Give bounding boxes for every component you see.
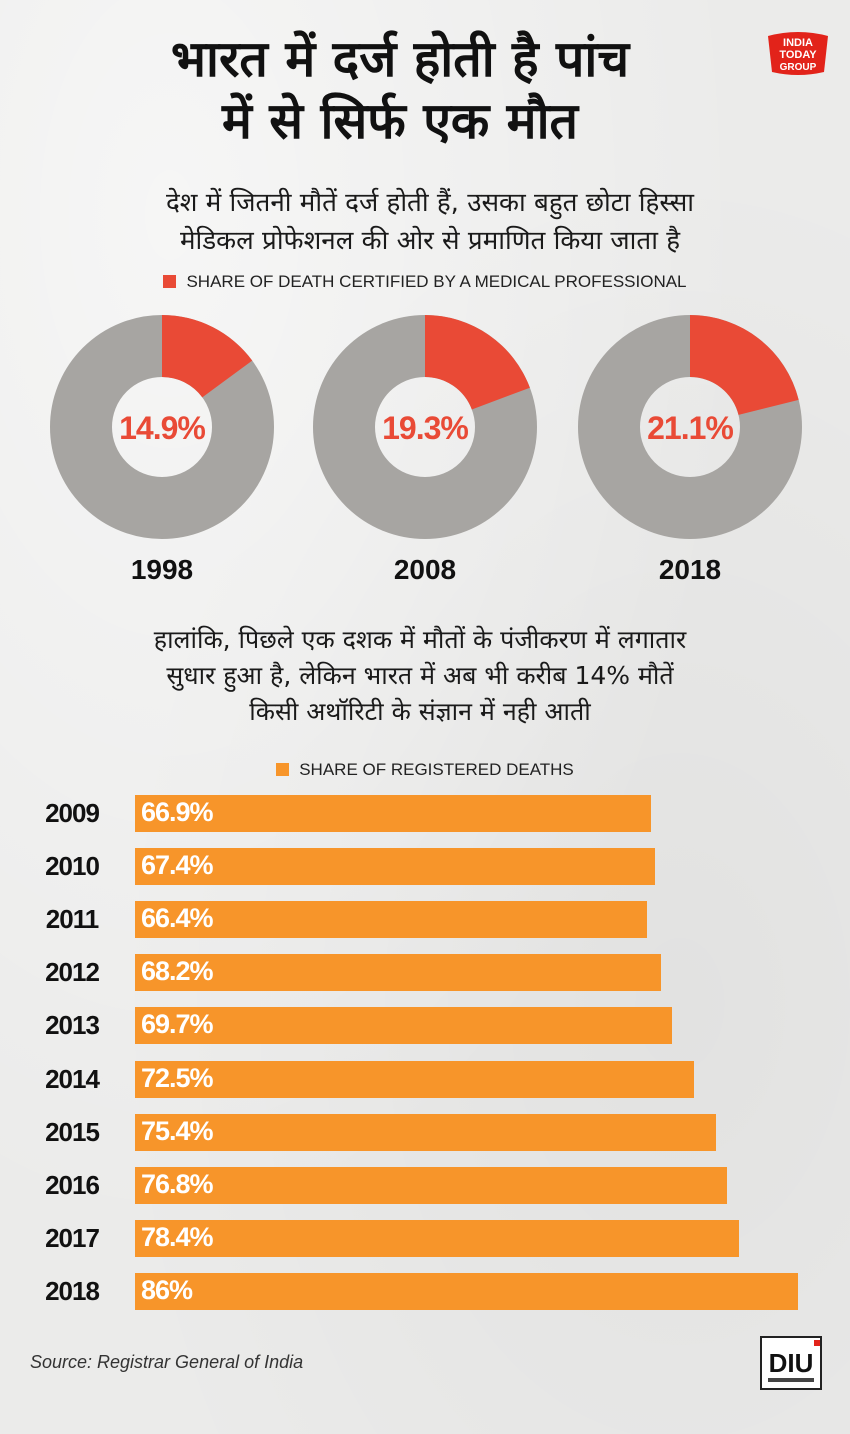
bar-value-label-2017: 78.4%: [141, 1221, 214, 1252]
bar-value-label-2010: 67.4%: [141, 850, 214, 881]
bar-year-label-2018: 2018: [45, 1275, 100, 1306]
subtitle-line-1: देश में जितनी मौतें दर्ज होती हैं, उसका …: [165, 188, 695, 218]
donut-year-label-2008: 2008: [393, 554, 457, 585]
bar-year-label-2011: 2011: [45, 904, 99, 935]
bar-year-label-2013: 2013: [45, 1010, 100, 1041]
donut-legend-swatch: [163, 275, 177, 288]
india-today-logo: INDIA TODAY GROUP: [768, 32, 828, 75]
bar-value-label-2014: 72.5%: [141, 1062, 214, 1093]
bar-legend-label: SHARE OF REGISTERED DEATHS: [299, 760, 574, 779]
bar-year-label-2010: 2010: [45, 851, 100, 882]
mid-text-line-1: हालांकि, पिछले एक दशक में मौतों के पंजीक…: [153, 625, 687, 654]
bar-value-label-2009: 66.9%: [141, 797, 214, 827]
diu-logo-text: DIU: [769, 1348, 814, 1378]
bar-2011: [135, 901, 647, 939]
bar-value-label-2012: 68.2%: [141, 956, 214, 987]
donut-chart-2018: 21.1% 2018: [575, 312, 805, 585]
bar-year-label-2014: 2014: [45, 1063, 100, 1094]
bar-legend: SHARE OF REGISTERED DEATHS: [0, 760, 850, 780]
donut-slice-1998: [162, 315, 253, 398]
subtitle: देश में जितनी मौतें दर्ज होती हैं, उसका …: [30, 184, 830, 260]
donut-svg-1998: [50, 315, 274, 539]
donut-svg-2008: [313, 315, 537, 539]
bar-2016: [135, 1166, 728, 1204]
bar-year-label-2015: 2015: [45, 1116, 100, 1147]
bar-value-label-2016: 76.8%: [141, 1168, 214, 1199]
donut-chart-2008: 19.3% 2008: [310, 312, 540, 585]
bar-year-label-2012: 2012: [45, 957, 100, 988]
donut-legend: SHARE OF DEATH CERTIFIED BY A MEDICAL PR…: [0, 272, 850, 292]
bar-2013: [135, 1007, 673, 1045]
logo-line-2: TODAY: [779, 49, 817, 61]
bar-value-label-2011: 66.4%: [141, 903, 214, 934]
logo-line-3: GROUP: [780, 62, 817, 73]
bar-value-label-2018: 86%: [141, 1274, 193, 1305]
logo-line-1: INDIA: [783, 37, 813, 49]
donut-chart-1998: 14.9% 1998: [47, 312, 277, 585]
donut-year-label-2018: 2018: [658, 554, 722, 585]
donut-value-label-1998: 14.9%: [119, 410, 206, 446]
donut-slice-2008: [425, 315, 530, 410]
source-note: Source: Registrar General of India: [30, 1352, 304, 1372]
bar-year-label-2009: 2009: [45, 798, 100, 828]
page-title: भारत में दर्ज होती है पांच में से सिर्फ …: [20, 28, 780, 152]
bar-2015: [135, 1113, 717, 1151]
bar-2017: [135, 1219, 740, 1257]
title-line-1: भारत में दर्ज होती है पांच: [170, 30, 630, 88]
bar-2018: [135, 1272, 798, 1310]
bar-2014: [135, 1060, 694, 1098]
bar-year-label-2017: 2017: [45, 1222, 100, 1253]
donut-slice-2018: [690, 315, 799, 415]
bar-2012: [135, 954, 661, 992]
mid-text-line-3: किसी अथॉरिटी के संज्ञान में नही आती: [249, 697, 591, 726]
donut-svg-2018: [578, 315, 802, 539]
bar-legend-swatch: [276, 763, 290, 776]
donut-value-label-2018: 21.1%: [647, 410, 734, 446]
subtitle-line-2: मेडिकल प्रोफेशनल की ओर से प्रमाणित किया …: [179, 226, 681, 256]
donut-legend-label: SHARE OF DEATH CERTIFIED BY A MEDICAL PR…: [186, 272, 687, 291]
donut-value-label-2008: 19.3%: [382, 410, 469, 446]
mid-text: हालांकि, पिछले एक दशक में मौतों के पंजीक…: [20, 622, 820, 730]
bar-value-label-2013: 69.7%: [141, 1009, 214, 1040]
donut-year-label-1998: 1998: [130, 554, 194, 585]
bar-2010: [135, 848, 655, 886]
bar-2009: [135, 795, 651, 832]
title-line-2: में से सिर्फ एक मौत: [221, 92, 579, 150]
bar-value-label-2015: 75.4%: [141, 1115, 214, 1146]
mid-text-line-2: सुधार हुआ है, लेकिन भारत में अब भी करीब …: [166, 661, 674, 690]
diu-logo: DIU: [760, 1336, 822, 1390]
registered-deaths-bar-chart: 2009 66.9% 2010 67.4% 2011 66.4% 2012 68.2% 2013…: [0, 795, 850, 1320]
bar-year-label-2016: 2016: [45, 1169, 100, 1200]
